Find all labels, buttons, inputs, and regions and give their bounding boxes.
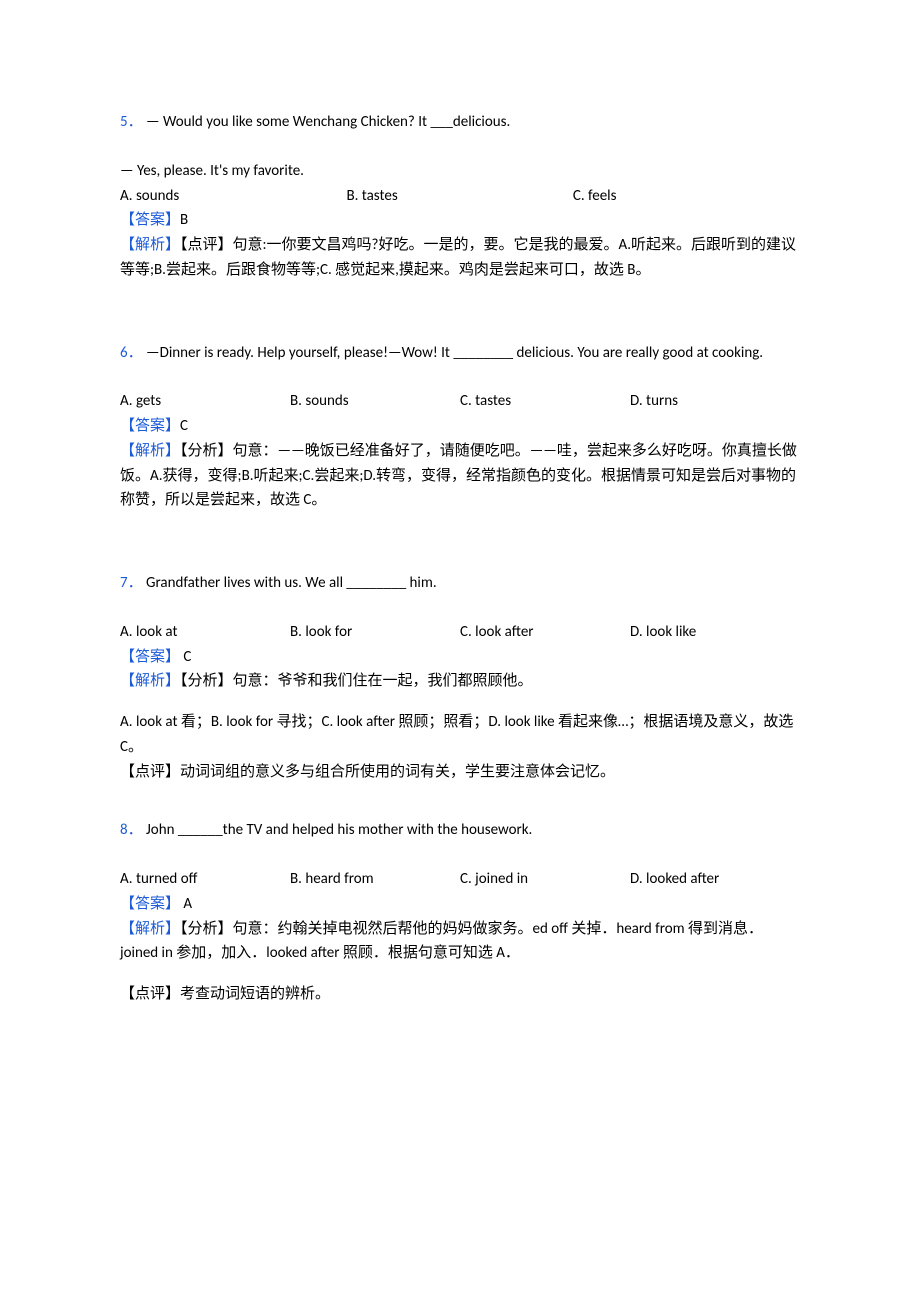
question-text: — Would you like some Wenchang Chicken? … — [146, 113, 510, 131]
document-page: 5． — Would you like some Wenchang Chicke… — [0, 0, 920, 1141]
option-a: A. sounds — [120, 184, 346, 209]
option-b: B. heard from — [290, 867, 460, 892]
answer-label: 【答案】 — [120, 648, 180, 666]
options-row: A. turned off B. heard from C. joined in… — [120, 867, 800, 892]
question-line: 6． —Dinner is ready. Help yourself, plea… — [120, 341, 800, 366]
option-d: D. look like — [630, 620, 800, 645]
question-text: John ______the TV and helped his mother … — [146, 821, 532, 839]
analysis-tag: 【分析】 — [180, 672, 233, 690]
question-7: 7． Grandfather lives with us. We all ___… — [120, 571, 800, 784]
answer-value: C — [180, 648, 191, 666]
analysis-block: 【解析】【分析】句意：——晚饭已经准备好了，请随便吃吧。——哇，尝起来多么好吃呀… — [120, 439, 800, 513]
question-8: 8． John ______the TV and helped his moth… — [120, 818, 800, 1007]
analysis-tag: 【分析】 — [180, 920, 233, 938]
question-text-2: — Yes, please. It's my favorite. — [120, 159, 800, 184]
answer-line: 【答案】 A — [120, 892, 800, 917]
answer-label: 【答案】 — [120, 417, 180, 435]
question-number: 6． — [120, 344, 143, 362]
option-a: A. gets — [120, 389, 290, 414]
question-number: 8． — [120, 821, 143, 839]
option-b: B. tastes — [346, 184, 572, 209]
option-b: B. sounds — [290, 389, 460, 414]
option-c: C. tastes — [460, 389, 630, 414]
analysis-block: 【解析】【点评】句意:一你要文昌鸡吗?好吃。一是的，要。它是我的最爱。A.听起来… — [120, 233, 800, 283]
analysis-tag: 【点评】 — [180, 236, 233, 254]
options-row: A. sounds B. tastes C. feels — [120, 184, 800, 209]
question-number: 5． — [120, 113, 143, 131]
options-row: A. look at B. look for C. look after D. … — [120, 620, 800, 645]
question-line: 5． — Would you like some Wenchang Chicke… — [120, 110, 800, 135]
answer-label: 【答案】 — [120, 211, 180, 229]
answer-line: 【答案】C — [120, 414, 800, 439]
analysis-label: 【解析】 — [120, 672, 180, 690]
option-b: B. look for — [290, 620, 460, 645]
analysis-body-2: A. look at 看；B. look for 寻找；C. look afte… — [120, 710, 800, 760]
comment-line: 【点评】动词词组的意义多与组合所使用的词有关，学生要注意体会记忆。 — [120, 760, 800, 785]
analysis-label: 【解析】 — [120, 920, 180, 938]
analysis-body-1: 句意：爷爷和我们住在一起，我们都照顾他。 — [233, 672, 533, 690]
options-row: A. gets B. sounds C. tastes D. turns — [120, 389, 800, 414]
option-c: C. feels — [573, 184, 799, 209]
answer-value: B — [180, 211, 188, 229]
question-line: 8． John ______the TV and helped his moth… — [120, 818, 800, 843]
question-6: 6． —Dinner is ready. Help yourself, plea… — [120, 341, 800, 514]
option-c: C. joined in — [460, 867, 630, 892]
question-5: 5． — Would you like some Wenchang Chicke… — [120, 110, 800, 283]
analysis-block: 【解析】【分析】句意：约翰关掉电视然后帮他的妈妈做家务。ed off 关掉．he… — [120, 917, 800, 967]
question-text: Grandfather lives with us. We all ______… — [146, 574, 437, 592]
question-number: 7． — [120, 574, 143, 592]
option-c: C. look after — [460, 620, 630, 645]
analysis-label: 【解析】 — [120, 236, 180, 254]
answer-value: C — [180, 417, 188, 435]
analysis-label: 【解析】 — [120, 442, 180, 460]
question-line: 7． Grandfather lives with us. We all ___… — [120, 571, 800, 596]
option-d: D. turns — [630, 389, 800, 414]
analysis-block: 【解析】【分析】句意：爷爷和我们住在一起，我们都照顾他。 — [120, 669, 800, 694]
answer-label: 【答案】 — [120, 895, 180, 913]
analysis-tag: 【分析】 — [180, 442, 233, 460]
option-a: A. look at — [120, 620, 290, 645]
question-text: —Dinner is ready. Help yourself, please!… — [146, 344, 763, 362]
option-a: A. turned off — [120, 867, 290, 892]
option-d: D. looked after — [630, 867, 800, 892]
answer-line: 【答案】B — [120, 208, 800, 233]
comment-line: 【点评】考查动词短语的辨析。 — [120, 982, 800, 1007]
answer-line: 【答案】 C — [120, 645, 800, 670]
answer-value: A — [180, 895, 192, 913]
